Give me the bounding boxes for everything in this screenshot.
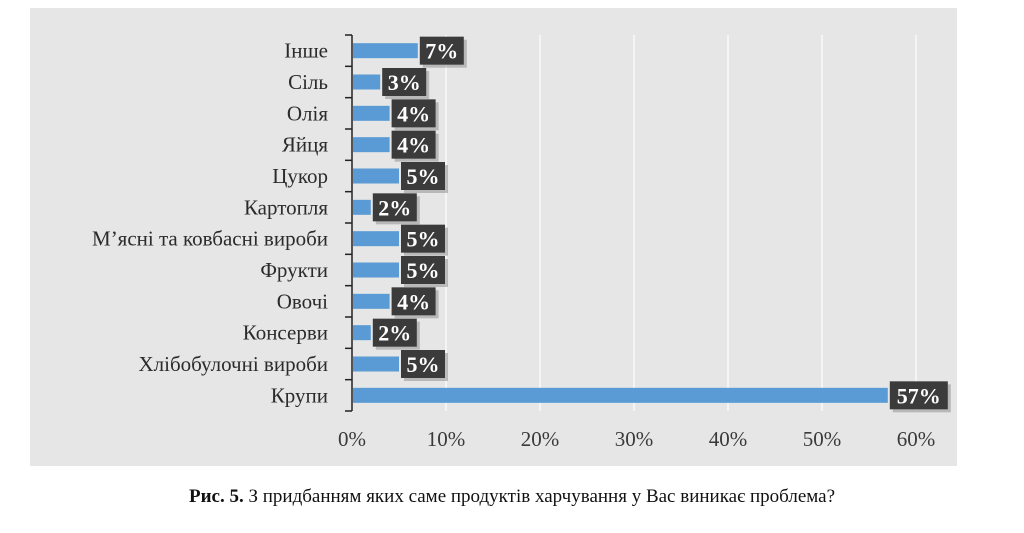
- data-label-box: [391, 99, 436, 128]
- data-label: 4%: [397, 101, 430, 126]
- bar-chart: 0% 10% 20% 30% 40% 50% 60% Крупи 57% Хлібобулочні…: [92, 34, 951, 451]
- data-label: 2%: [378, 195, 411, 220]
- data-label: 7%: [425, 39, 458, 64]
- category-label: М’ясні та ковбасні вироби: [92, 227, 328, 251]
- category-label: Цукор: [272, 164, 328, 188]
- caption-text: З придбанням яких саме продуктів харчува…: [243, 486, 836, 507]
- data-label: 5%: [407, 227, 440, 252]
- data-label-box: [419, 36, 464, 65]
- data-label-box: [401, 224, 445, 253]
- x-tick-label: 40%: [709, 427, 748, 451]
- category-label: Олія: [287, 101, 328, 125]
- bar: [353, 231, 399, 247]
- data-label-box: [372, 318, 417, 347]
- category-label: Картопля: [244, 195, 328, 219]
- bar: [353, 199, 371, 215]
- data-label-box: [391, 130, 436, 159]
- bar: [353, 168, 399, 184]
- data-label-box: [372, 193, 417, 222]
- data-label-box: [391, 287, 436, 316]
- category-label: Хлібобулочні вироби: [138, 352, 328, 376]
- bar: [353, 262, 399, 278]
- data-label: 57%: [897, 383, 941, 408]
- data-label-box: [401, 350, 445, 378]
- x-tick-label: 10%: [427, 427, 466, 451]
- category-label: Сіль: [288, 70, 328, 94]
- category-label: Фрукти: [260, 258, 328, 282]
- bar: [353, 325, 371, 341]
- data-label: 2%: [378, 321, 411, 346]
- category-label: Яйця: [282, 133, 328, 157]
- bar: [353, 74, 381, 90]
- category-label: Овочі: [277, 289, 328, 313]
- caption-prefix: Рис. 5.: [188, 486, 244, 507]
- data-label-box: [382, 68, 427, 96]
- x-tick-label: 20%: [521, 427, 560, 451]
- data-label-box: [401, 256, 445, 284]
- category-label: Крупи: [271, 383, 328, 407]
- figure-caption: Рис. 5. З придбанням яких саме продуктів…: [0, 486, 1024, 508]
- chart-panel: 0% 10% 20% 30% 40% 50% 60% Крупи 57% Хлібобулочні…: [30, 8, 957, 466]
- data-label-box: [401, 162, 445, 190]
- bar: [353, 137, 390, 153]
- category-label: Інше: [284, 39, 328, 63]
- bar: [353, 43, 418, 59]
- data-label: 4%: [397, 133, 430, 158]
- data-label: 5%: [407, 258, 440, 283]
- x-tick-label: 60%: [897, 427, 936, 451]
- bar: [353, 105, 390, 121]
- data-label: 5%: [407, 164, 440, 189]
- data-label: 3%: [388, 70, 421, 95]
- bar: [353, 356, 399, 372]
- bar: [353, 387, 888, 403]
- x-tick-label: 30%: [615, 427, 654, 451]
- data-label-box: [889, 381, 948, 410]
- data-label: 4%: [397, 289, 430, 314]
- category-label: Консерви: [243, 321, 328, 345]
- bar: [353, 293, 390, 309]
- x-tick-label: 50%: [803, 427, 842, 451]
- x-tick-label: 0%: [338, 427, 366, 451]
- data-label: 5%: [407, 352, 440, 377]
